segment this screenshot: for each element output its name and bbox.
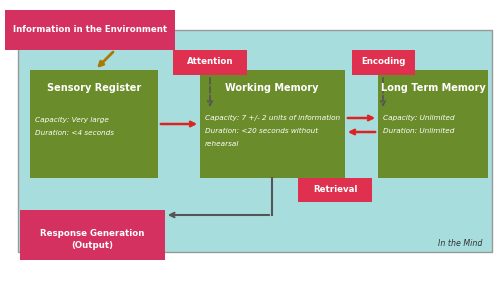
Bar: [5, 10, 175, 50]
Bar: [173, 50, 247, 75]
Text: Capacity: Very large: Capacity: Very large: [35, 117, 109, 123]
Bar: [352, 50, 415, 75]
Text: Capacity: 7 +/- 2 units of information: Capacity: 7 +/- 2 units of information: [205, 115, 340, 121]
Text: Retrieval: Retrieval: [313, 185, 357, 194]
Text: Attention: Attention: [187, 58, 233, 67]
Text: Response Generation: Response Generation: [40, 228, 144, 237]
Text: Duration: <20 seconds without: Duration: <20 seconds without: [205, 128, 318, 134]
Text: In the Mind: In the Mind: [438, 239, 482, 248]
Bar: [200, 70, 345, 178]
Text: Encoding: Encoding: [361, 58, 405, 67]
Text: Duration: Unlimited: Duration: Unlimited: [383, 128, 454, 134]
Text: Duration: <4 seconds: Duration: <4 seconds: [35, 130, 114, 136]
Text: (Output): (Output): [71, 241, 113, 250]
Text: Sensory Register: Sensory Register: [47, 83, 141, 93]
Bar: [378, 70, 488, 178]
Bar: [18, 30, 492, 252]
Bar: [298, 178, 372, 202]
Bar: [20, 210, 165, 260]
Text: Long Term Memory: Long Term Memory: [380, 83, 486, 93]
Text: Working Memory: Working Memory: [225, 83, 319, 93]
Text: Information in the Environment: Information in the Environment: [13, 26, 167, 35]
Bar: [30, 70, 158, 178]
Text: Capacity: Unlimited: Capacity: Unlimited: [383, 115, 454, 121]
Text: rehearsal: rehearsal: [205, 141, 240, 147]
